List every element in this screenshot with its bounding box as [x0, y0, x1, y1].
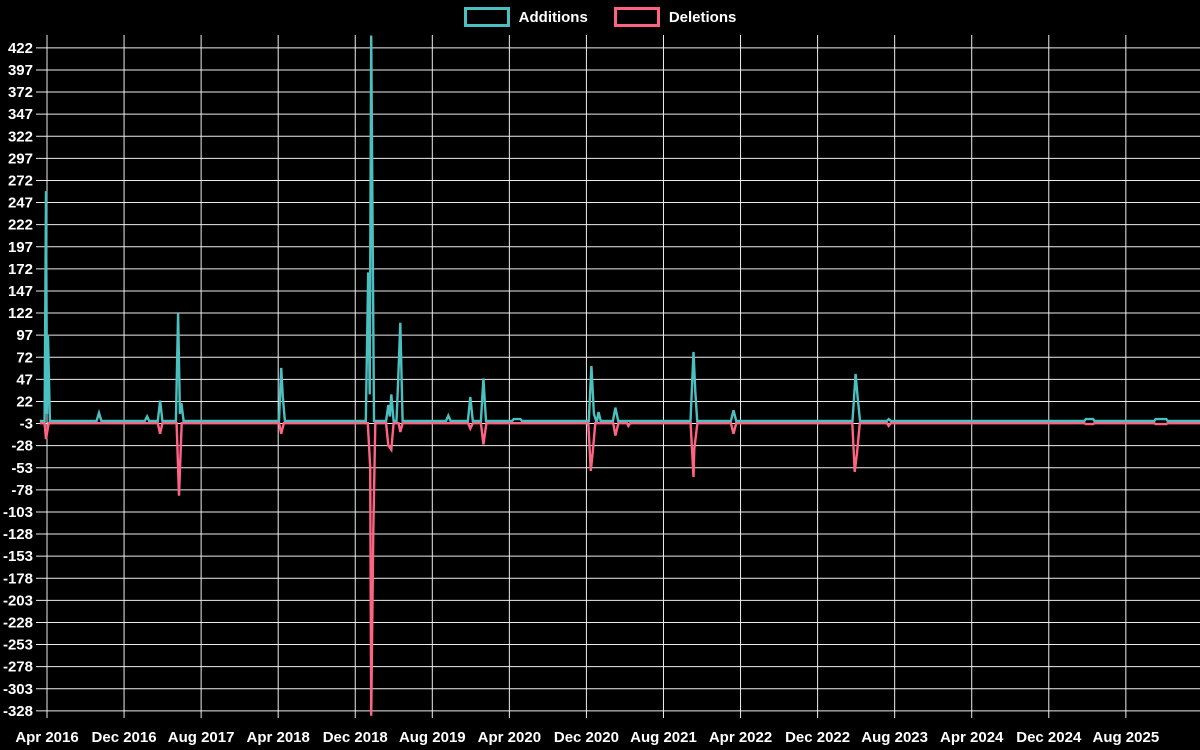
- legend-item-additions[interactable]: Additions: [463, 7, 588, 27]
- x-tick-label: Dec 2018: [323, 729, 388, 746]
- x-tick-label: Aug 2021: [630, 729, 697, 746]
- x-tick-label: Dec 2024: [1016, 729, 1082, 746]
- series-additions: [39, 35, 1200, 423]
- x-tick-label: Aug 2025: [1092, 729, 1159, 746]
- y-tick-label: -153: [3, 548, 33, 565]
- y-tick-label: 372: [8, 84, 33, 101]
- y-tick-label: 322: [8, 128, 33, 145]
- legend-item-deletions[interactable]: Deletions: [613, 7, 737, 27]
- additions-swatch-icon: [463, 7, 510, 27]
- y-tick-label: 297: [8, 150, 33, 167]
- x-tick-label: Aug 2023: [861, 729, 928, 746]
- x-tick-label: Apr 2018: [246, 729, 309, 746]
- x-tick-label: Dec 2016: [92, 729, 157, 746]
- deletions-swatch-icon: [613, 7, 660, 27]
- x-tick-label: Apr 2020: [478, 729, 541, 746]
- y-tick-label: -228: [3, 614, 33, 631]
- y-tick-label: 122: [8, 305, 33, 322]
- y-tick-label: -278: [3, 659, 33, 676]
- series-deletions: [39, 421, 1200, 716]
- y-tick-label: -203: [3, 592, 33, 609]
- y-tick-label: 197: [8, 239, 33, 256]
- y-tick-label: -128: [3, 526, 33, 543]
- y-tick-label: 172: [8, 261, 33, 278]
- y-tick-label: -53: [11, 460, 33, 477]
- y-tick-label: 72: [16, 349, 33, 366]
- y-tick-label: 347: [8, 106, 33, 123]
- y-tick-label: -328: [3, 703, 33, 720]
- y-tick-label: 422: [8, 40, 33, 57]
- y-tick-label: -3: [20, 416, 33, 433]
- y-tick-label: 247: [8, 195, 33, 212]
- y-tick-label: 222: [8, 217, 33, 234]
- y-tick-label: -303: [3, 681, 33, 698]
- x-tick-label: Apr 2024: [940, 729, 1004, 746]
- y-tick-label: 272: [8, 172, 33, 189]
- y-tick-label: -253: [3, 637, 33, 654]
- y-tick-label: 147: [8, 283, 33, 300]
- x-tick-label: Aug 2019: [399, 729, 466, 746]
- y-tick-label: 97: [16, 327, 33, 344]
- legend-label-additions: Additions: [518, 8, 588, 26]
- y-tick-label: -103: [3, 504, 33, 521]
- x-tick-label: Aug 2017: [168, 729, 235, 746]
- x-tick-label: Apr 2016: [15, 729, 78, 746]
- x-tick-label: Dec 2020: [554, 729, 619, 746]
- y-tick-label: 47: [16, 371, 33, 388]
- y-tick-label: 22: [16, 393, 33, 410]
- y-tick-label: -28: [11, 438, 33, 455]
- x-tick-label: Apr 2022: [709, 729, 772, 746]
- legend-label-deletions: Deletions: [668, 8, 737, 26]
- x-tick-label: Dec 2022: [785, 729, 850, 746]
- chart-legend: Additions Deletions: [0, 7, 1200, 27]
- y-tick-label: -78: [11, 482, 33, 499]
- y-tick-label: 397: [8, 62, 33, 79]
- y-tick-label: -178: [3, 570, 33, 587]
